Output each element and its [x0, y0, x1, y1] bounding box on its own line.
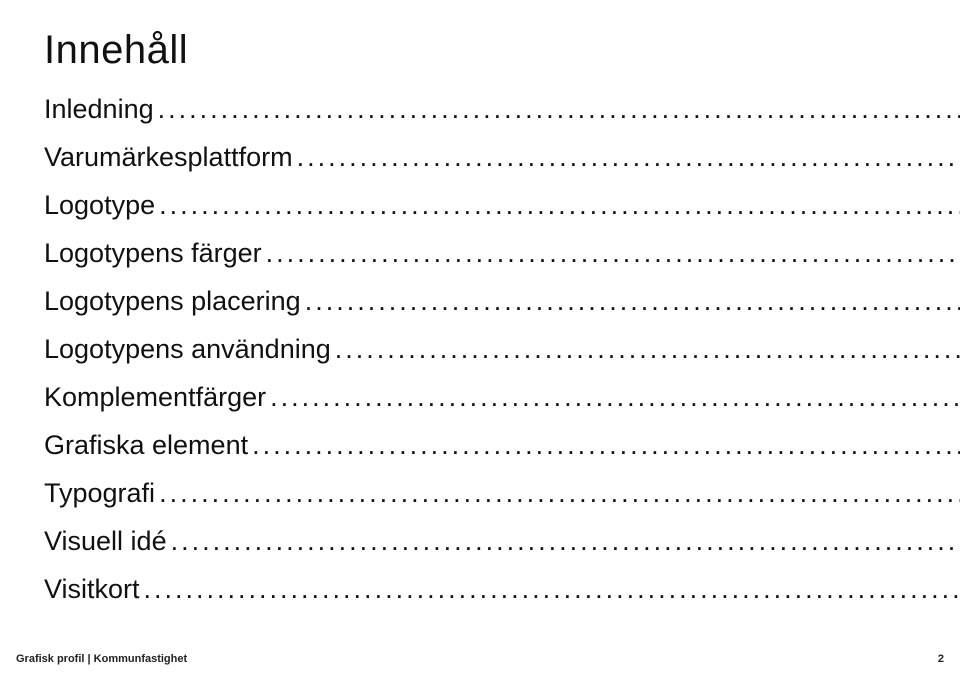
- toc-column-left: Inledning3Varumärkesplattform4Logotype5L…: [44, 85, 960, 614]
- toc-row: Logotype5: [44, 181, 960, 229]
- footer-left: Grafisk profil | Kommunfastighet: [16, 653, 187, 665]
- toc-row: Logotypens användning8–9: [44, 325, 960, 373]
- toc-row: Grafiska element11: [44, 421, 960, 469]
- toc-dots: [297, 133, 960, 181]
- toc-row: Visitkort14: [44, 565, 960, 613]
- toc-label: Logotypens färger: [44, 229, 262, 277]
- toc-dots: [144, 565, 960, 613]
- toc-dots: [270, 373, 960, 421]
- page: Innehåll Inledning3Varumärkesplattform4L…: [0, 0, 960, 677]
- footer-page-number: 2: [938, 653, 944, 665]
- toc-dots: [335, 325, 960, 373]
- toc-dots: [305, 277, 960, 325]
- toc-dots: [159, 469, 960, 517]
- toc-row: Typografi12: [44, 469, 960, 517]
- toc-row: Komplementfärger10: [44, 373, 960, 421]
- toc-label: Logotype: [44, 181, 155, 229]
- toc-row: Visuell idé13: [44, 517, 960, 565]
- toc-label: Inledning: [44, 85, 154, 133]
- toc-label: Logotypens placering: [44, 277, 301, 325]
- toc-row: Varumärkesplattform4: [44, 133, 960, 181]
- toc-row: Inledning3: [44, 85, 960, 133]
- toc-label: Typografi: [44, 469, 155, 517]
- toc-dots: [171, 517, 960, 565]
- page-title: Innehåll: [44, 28, 916, 73]
- toc-label: Komplementfärger: [44, 373, 266, 421]
- toc-label: Visuell idé: [44, 517, 167, 565]
- page-footer: Grafisk profil | Kommunfastighet 2: [16, 653, 944, 665]
- toc-dots: [252, 421, 960, 469]
- toc-label: Grafiska element: [44, 421, 248, 469]
- toc-row: Logotypens färger6: [44, 229, 960, 277]
- toc-dots: [158, 85, 960, 133]
- toc-dots: [266, 229, 960, 277]
- toc-dots: [159, 181, 960, 229]
- toc-label: Logotypens användning: [44, 325, 331, 373]
- toc-row: Logotypens placering7: [44, 277, 960, 325]
- toc-label: Visitkort: [44, 565, 140, 613]
- toc-label: Varumärkesplattform: [44, 133, 293, 181]
- toc-columns: Inledning3Varumärkesplattform4Logotype5L…: [44, 85, 916, 614]
